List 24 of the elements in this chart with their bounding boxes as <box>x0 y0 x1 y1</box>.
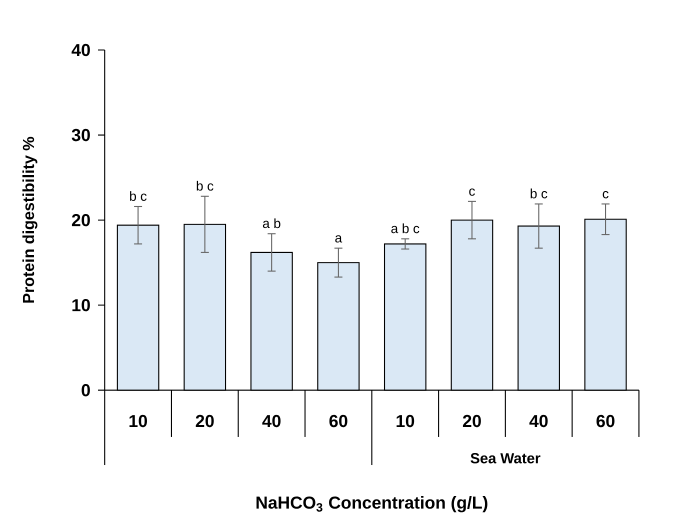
annotation: c <box>469 188 475 196</box>
annotation: b c <box>130 190 147 201</box>
x-axis-title: NaHCO$_{3}$ Concentration (g/L) <box>256 496 488 512</box>
x-tick-label: 20 <box>196 414 214 428</box>
x-tick-label: 60 <box>596 414 614 428</box>
y-tick-label: 10 <box>72 298 90 312</box>
x-tick-label: 60 <box>329 414 348 428</box>
annotation: b c <box>530 188 548 198</box>
annotation: a b c <box>391 223 420 234</box>
annotation: a <box>335 235 342 242</box>
x-tick-label: 20 <box>462 414 481 428</box>
annotation: c <box>602 190 609 198</box>
y-tick-label: 30 <box>72 128 90 142</box>
y-tick-label: 40 <box>72 44 90 56</box>
y-tick-label: 20 <box>72 214 90 226</box>
y-tick-label: 0 <box>82 384 90 396</box>
x-tick-label: 10 <box>130 414 147 428</box>
x-tick-label: 10 <box>396 414 414 428</box>
text: Sea Water <box>470 452 540 464</box>
annotation: a b <box>262 218 280 228</box>
y-axis-title: Protein digestibility % <box>22 136 38 303</box>
x-tick-label: 40 <box>529 414 548 428</box>
x-tick-label: 40 <box>262 414 281 428</box>
annotation: b c <box>196 180 214 191</box>
